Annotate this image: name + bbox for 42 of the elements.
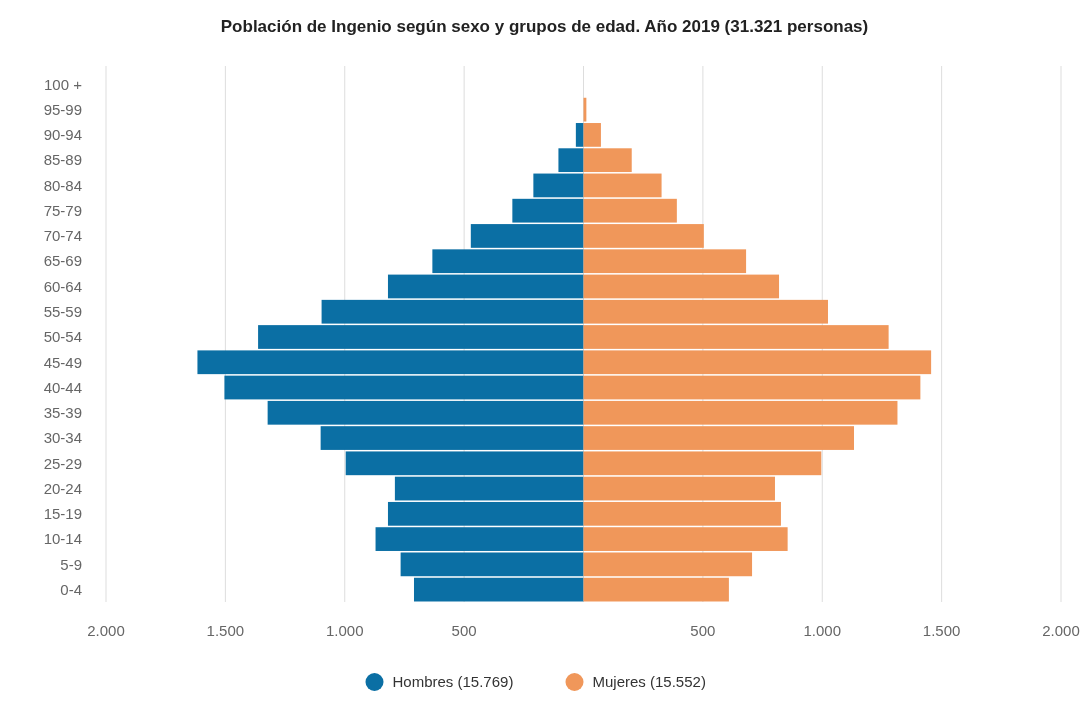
y-tick-label: 50-54 [43, 328, 82, 346]
x-tick-label: 1.500 [922, 622, 961, 639]
bar [394, 476, 584, 501]
bar [583, 476, 775, 501]
x-tick-label: 2.000 [87, 622, 125, 639]
y-tick-label: 5-9 [60, 555, 82, 573]
y-tick-label: 75-79 [43, 201, 82, 219]
bar [583, 375, 921, 400]
y-tick-label: 0-4 [60, 580, 82, 598]
x-tick-label: 500 [690, 622, 716, 639]
y-tick-label: 80-84 [43, 176, 82, 194]
x-tick-label: 1.500 [206, 622, 245, 639]
y-tick-label: 25-29 [43, 454, 82, 472]
y-tick-label: 90-94 [43, 126, 82, 144]
x-tick-label: 2.000 [1042, 622, 1080, 639]
y-tick-label: 20-24 [43, 479, 82, 497]
legend-label: Hombres (15.769) [392, 673, 514, 691]
bar [387, 274, 584, 299]
bar [533, 173, 584, 198]
y-tick-label: 95-99 [43, 100, 82, 118]
y-tick-label: 30-34 [43, 429, 82, 447]
bar [583, 274, 780, 299]
y-tick-label: 60-64 [43, 277, 82, 295]
x-tick-label: 500 [451, 622, 477, 639]
bar [224, 375, 584, 400]
chart-title: Población de Ingenio según sexo y grupos de edad. Año 2019 (31.321 personas) [220, 17, 869, 36]
y-tick-label: 70-74 [43, 227, 82, 245]
bar [413, 577, 584, 602]
x-tick-label: 1.000 [325, 622, 364, 639]
legend-label: Mujeres (15.552) [592, 673, 706, 691]
bar [583, 577, 729, 602]
x-tick-label: 1.000 [803, 622, 842, 639]
y-tick-label: 35-39 [43, 404, 82, 422]
y-tick-label: 65-69 [43, 252, 82, 270]
bar [583, 173, 662, 198]
y-tick-label: 45-49 [43, 353, 82, 371]
y-tick-label: 100 + [44, 75, 83, 93]
y-tick-label: 85-89 [43, 151, 82, 169]
y-tick-label: 10-14 [43, 530, 82, 548]
y-tick-label: 40-44 [43, 378, 82, 396]
y-tick-label: 55-59 [43, 302, 82, 320]
y-tick-label: 15-19 [43, 505, 82, 523]
